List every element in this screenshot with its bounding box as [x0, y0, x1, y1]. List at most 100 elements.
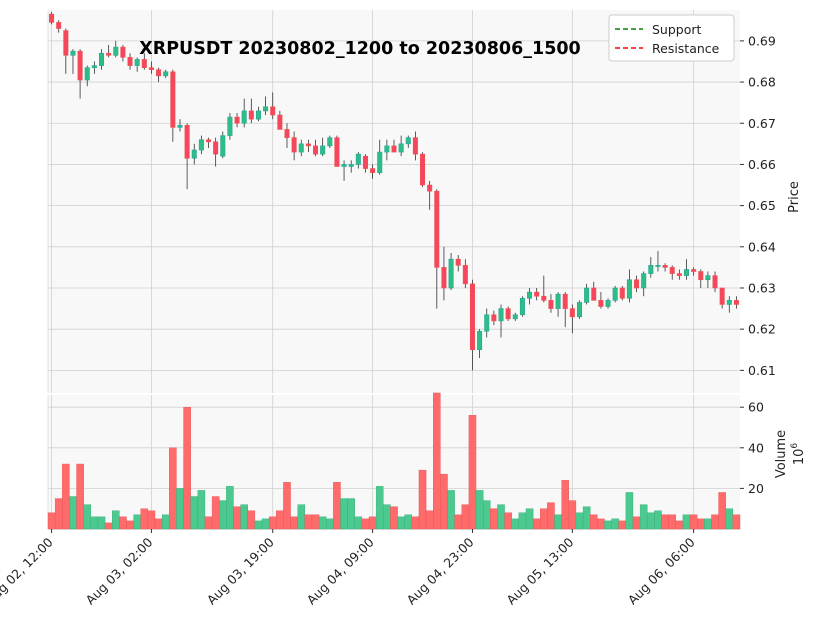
volume-bar-down [76, 463, 84, 530]
volume-bar-up [447, 490, 455, 530]
candle-down [698, 269, 704, 288]
volume-bar-up [625, 492, 634, 530]
volume-bar-up [176, 488, 184, 530]
candle-down [391, 139, 397, 153]
candle-up [519, 296, 525, 317]
volume-bar-up [161, 514, 170, 530]
candle-body [712, 275, 718, 289]
candle-up [705, 271, 711, 288]
candle-down [469, 279, 475, 371]
volume-bar-up [318, 516, 327, 530]
volume-bar-up [347, 498, 355, 530]
volume-bar-down [126, 520, 134, 530]
volume-bar-down [433, 392, 441, 530]
candle-down [634, 275, 640, 293]
price-tick-label: 0.69 [748, 33, 776, 48]
volume-bar-up [575, 512, 584, 530]
candle-up [98, 49, 105, 70]
volume-bar-down [675, 520, 684, 530]
candle-body [291, 137, 297, 153]
candle-up [341, 160, 347, 181]
candle-body [241, 110, 247, 124]
candle-body [527, 291, 533, 299]
candle-down [712, 271, 718, 293]
candle-down [156, 67, 162, 83]
candle-up [377, 139, 383, 175]
candle-up [348, 160, 354, 173]
candle-body [134, 59, 140, 66]
volume-bar-up [226, 486, 234, 530]
candle-up [527, 287, 533, 305]
candle-down [455, 255, 461, 272]
price-tick-label: 0.64 [748, 239, 776, 254]
candle-down [441, 246, 447, 301]
candle-down [127, 53, 133, 70]
candle-body [669, 267, 675, 274]
candle-body [598, 300, 604, 307]
volume-bar-up [704, 518, 712, 530]
candle-down [270, 92, 276, 120]
candle-body [584, 287, 590, 303]
candle-down [562, 292, 568, 328]
candle-up [227, 112, 233, 140]
volume-grid [48, 395, 740, 529]
volume-bar-down [62, 463, 70, 530]
candle-up [605, 298, 611, 309]
candle-up [84, 65, 90, 87]
candle-up [683, 259, 690, 280]
candle-body [441, 267, 447, 289]
volume-bar-down [140, 508, 149, 530]
volume-bar-down [589, 514, 598, 530]
volume-bar-up [582, 506, 591, 530]
volume-bar-up [511, 518, 520, 530]
price-panel: 0.61 0.62 0.63 0.64 0.65 0.66 0.67 0.68 0.69 Pri… [47, 10, 802, 393]
volume-bar-up [647, 512, 655, 530]
volume-bar-down [233, 506, 241, 530]
volume-bar-down [561, 480, 569, 530]
candle-body [213, 141, 219, 155]
candle-body [726, 300, 732, 305]
volume-bar-up [397, 516, 405, 530]
candle-body [255, 110, 261, 120]
candle-body [391, 145, 397, 153]
price-tick-label: 0.68 [748, 75, 776, 90]
volume-bar-down [711, 514, 719, 530]
volume-bar-up [83, 504, 92, 530]
volume-bar-up [297, 504, 306, 530]
volume-bar-up [375, 486, 384, 530]
candle-body [683, 269, 690, 276]
volume-bar-down [247, 510, 256, 530]
candle-body [248, 110, 254, 120]
volume-bar-down [368, 516, 377, 530]
candle-down [548, 294, 554, 313]
candle-down [120, 45, 126, 62]
candle-up [648, 257, 654, 278]
candle-up [584, 283, 590, 305]
volume-bar-down [333, 482, 341, 530]
candle-body [384, 145, 390, 153]
candle-up [512, 312, 518, 321]
candle-up [477, 329, 483, 358]
volume-bar-down [361, 518, 370, 530]
candle-body [655, 265, 661, 267]
volume-bar-up [611, 518, 619, 530]
volume-bar-up [525, 508, 534, 530]
candle-body [448, 258, 454, 289]
volume-bar-down [204, 516, 213, 530]
volume-bar-down [47, 512, 56, 530]
legend: Support Resistance [608, 14, 735, 62]
candle-body [148, 67, 154, 71]
volume-bar-up [639, 504, 648, 530]
candle-up [163, 69, 169, 78]
candle-down [56, 20, 62, 33]
candle-down [420, 152, 426, 188]
candle-body [498, 308, 504, 322]
candle-body [305, 143, 311, 147]
candle-up [198, 135, 204, 155]
volume-bar-down [696, 518, 705, 530]
chart-title: XRPUSDT 20230802_1200 to 20230806_1500 [139, 39, 580, 59]
candle-body [177, 125, 183, 128]
volume-bar-down [568, 500, 577, 530]
candle-body [691, 269, 697, 272]
volume-bar-up [69, 496, 77, 530]
